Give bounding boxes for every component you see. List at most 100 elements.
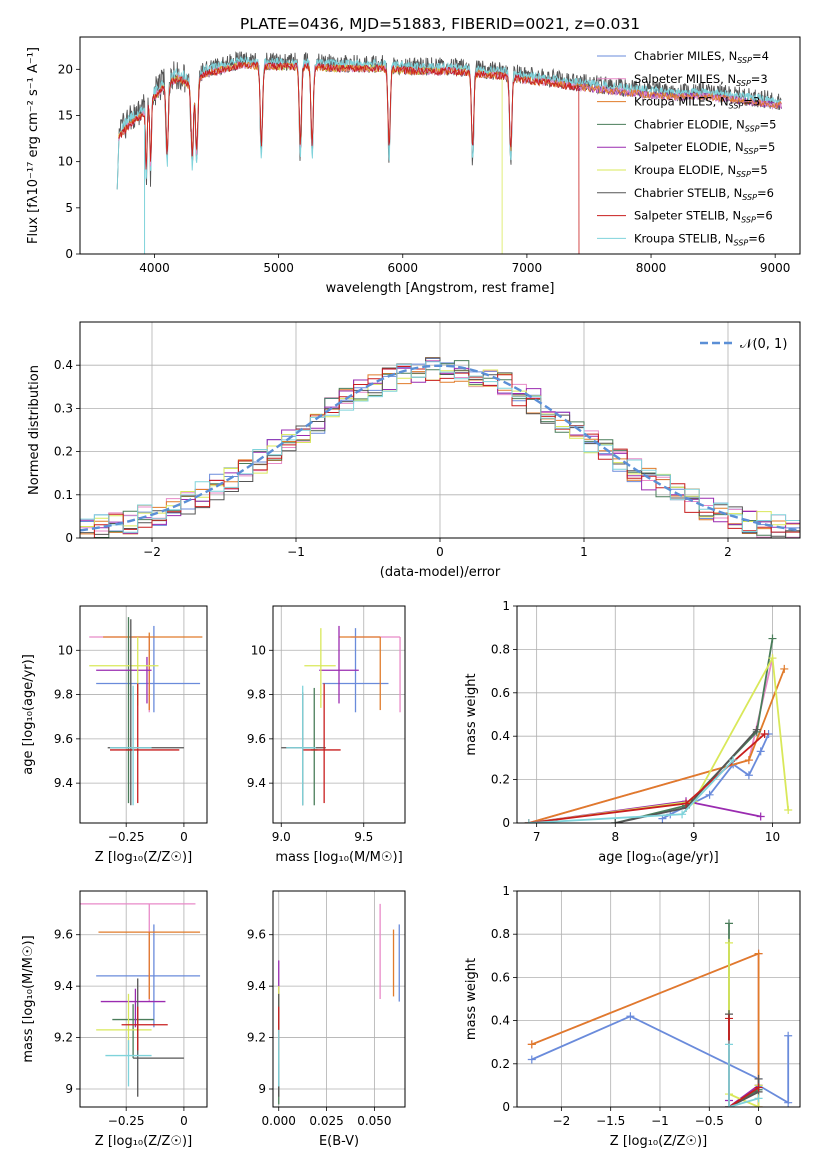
x-tick-label: −0.25 xyxy=(108,1114,145,1128)
age-weight-grid xyxy=(517,605,800,824)
x-tick-label: 9.0 xyxy=(272,830,291,844)
weight-marker xyxy=(760,730,769,739)
spectrum-panel: 4000 5000 6000 7000 8000 9000 0 5 10 15 20 waveleng… xyxy=(26,36,801,296)
y-tick-label: 0.4 xyxy=(491,729,510,743)
x-tick-label: 1 xyxy=(580,545,588,559)
x-tick-label: −0.5 xyxy=(695,1114,724,1128)
x-tick-label: 8000 xyxy=(636,261,667,275)
legend-label: Salpeter MILES, NSSP=3 xyxy=(634,72,768,88)
x-tick-label: 0 xyxy=(755,1114,763,1128)
z-age-panel: −0.25 0 9.4 9.6 9.8 10 Z [log₁₀(Z/Z☉)] age [log… xyxy=(21,605,208,865)
y-tick-label: 9.6 xyxy=(247,928,266,942)
legend-label-subscript: SSP xyxy=(742,193,757,202)
age-weight-frame xyxy=(516,605,801,824)
x-tick-label: 0 xyxy=(436,545,444,559)
figure-title: PLATE=0436, MJD=51883, FIBERID=0021, z=0… xyxy=(240,15,640,33)
z-mass-grid xyxy=(80,891,207,1107)
y-tick-label: 0 xyxy=(65,531,73,545)
weight-marker xyxy=(725,1014,734,1023)
weight-marker xyxy=(527,1040,536,1049)
residuals-panel: −2 −1 0 1 2 0 0.1 0.2 0.3 0.4 (data-model)/error No… xyxy=(27,321,801,580)
spectrum-ticks: 4000 5000 6000 7000 8000 9000 0 5 10 15 20 xyxy=(58,62,791,275)
z-mass-ticks: −0.25 0 9 9.2 9.4 9.6 xyxy=(54,928,188,1128)
x-tick-label: 7000 xyxy=(512,261,543,275)
legend-label-suffix: =6 xyxy=(756,209,773,223)
z-age-frame xyxy=(79,605,208,824)
weight-marker xyxy=(756,747,765,756)
x-tick-label: −1.5 xyxy=(596,1114,625,1128)
y-tick-label: 9.4 xyxy=(247,979,266,993)
mass-age-ticks: 9.0 9.5 9.4 9.6 9.8 10 xyxy=(247,643,373,844)
ebv-mass-frame xyxy=(272,890,406,1108)
y-tick-label: 5 xyxy=(65,201,73,215)
residuals-frame xyxy=(79,321,801,539)
legend-label-suffix: =5 xyxy=(758,140,775,154)
weight-marker xyxy=(784,1031,793,1040)
legend-label: Chabrier ELODIE, NSSP=5 xyxy=(634,117,776,133)
weight-marker xyxy=(754,949,763,958)
y-tick-label: 0.8 xyxy=(491,642,510,656)
y-tick-label: 0.6 xyxy=(491,686,510,700)
residuals-grid xyxy=(80,322,800,539)
age-weight-ticks: 7 8 9 10 0 0.2 0.4 0.6 0.8 1 xyxy=(491,599,780,844)
y-tick-label: 9.4 xyxy=(54,979,73,993)
spectrum-x-axis-label: wavelength [Angstrom, rest frame] xyxy=(326,281,555,296)
z-mass-y-axis-label: mass [log₁₀(M/M☉)] xyxy=(21,935,36,1062)
legend-label-subscript: SSP xyxy=(745,124,760,133)
mass-age-panel: 9.0 9.5 9.4 9.6 9.8 10 mass [log₁₀(M/M☉)] xyxy=(247,605,406,865)
legend-label-suffix: =6 xyxy=(748,231,765,245)
legend-label: Chabrier STELIB, NSSP=6 xyxy=(634,186,774,202)
y-tick-label: 9 xyxy=(65,1082,73,1096)
weight-line xyxy=(528,668,786,823)
weight-marker xyxy=(780,664,789,673)
histogram-kroupa-stelib xyxy=(80,361,800,533)
y-tick-label: 9.6 xyxy=(54,732,73,746)
legend-label-suffix: =3 xyxy=(751,72,768,86)
weight-line xyxy=(728,942,760,1107)
y-tick-label: 9.6 xyxy=(247,732,266,746)
weight-marker xyxy=(524,819,533,823)
z-age-errorbars xyxy=(89,617,203,806)
legend-label: 𝒩(0, 1) xyxy=(740,337,787,352)
spectrum-frame xyxy=(79,36,801,255)
normal-reference-curve xyxy=(80,364,800,532)
x-tick-label: 7 xyxy=(533,830,541,844)
legend-label-subscript: SSP xyxy=(734,238,749,247)
z-weight-ticks: −2 −1.5 −1 −0.5 0 0 0.2 0.4 0.6 0.8 1 xyxy=(491,884,762,1128)
z-age-y-axis-label: age [log₁₀(age/yr)] xyxy=(21,654,36,775)
spectrum-legend: Chabrier MILES, NSSP=4 Salpeter MILES, NS… xyxy=(597,49,776,247)
x-tick-label: 8 xyxy=(611,830,619,844)
age-weight-lines xyxy=(524,634,793,823)
spectrum-kroupa-miles xyxy=(118,61,782,168)
y-tick-label: 0.2 xyxy=(491,773,510,787)
weight-line xyxy=(528,657,774,823)
legend-label: Salpeter STELIB, NSSP=6 xyxy=(634,209,773,225)
weight-marker xyxy=(754,1074,763,1083)
z-mass-errorbars xyxy=(80,903,201,1097)
x-tick-label: 6000 xyxy=(387,261,418,275)
z-mass-frame xyxy=(79,890,208,1108)
legend-label-subscript: SSP xyxy=(736,79,751,88)
mass-age-errorbars xyxy=(281,625,401,806)
spectrum-y-axis-label: Flux [fλ10⁻¹⁷ erg cm⁻² s⁻¹ A⁻¹] xyxy=(26,47,41,244)
y-tick-label: 10 xyxy=(58,643,73,657)
x-tick-label: −0.25 xyxy=(108,830,145,844)
x-tick-label: −1 xyxy=(287,545,305,559)
weight-marker xyxy=(784,805,793,814)
weight-marker xyxy=(725,1040,734,1049)
ebv-mass-x-axis-label: E(B-V) xyxy=(319,1134,359,1149)
legend-label-suffix: =3 xyxy=(743,95,760,109)
z-weight-y-axis-label: mass weight xyxy=(464,958,479,1040)
y-tick-label: 10 xyxy=(251,643,266,657)
legend-label: Salpeter ELODIE, NSSP=5 xyxy=(634,140,775,156)
y-tick-label: 1 xyxy=(502,599,510,613)
legend-label-suffix: =6 xyxy=(757,186,774,200)
legend-label-suffix: =4 xyxy=(752,49,769,63)
x-tick-label: 0 xyxy=(180,1114,188,1128)
legend-label-subscript: SSP xyxy=(737,56,752,65)
y-tick-label: 0 xyxy=(65,247,73,261)
y-tick-label: 0.8 xyxy=(491,927,510,941)
y-tick-label: 9.8 xyxy=(54,688,73,702)
z-mass-x-axis-label: Z [log₁₀(Z/Z☉)] xyxy=(95,1134,192,1149)
x-tick-label: 10 xyxy=(765,830,780,844)
